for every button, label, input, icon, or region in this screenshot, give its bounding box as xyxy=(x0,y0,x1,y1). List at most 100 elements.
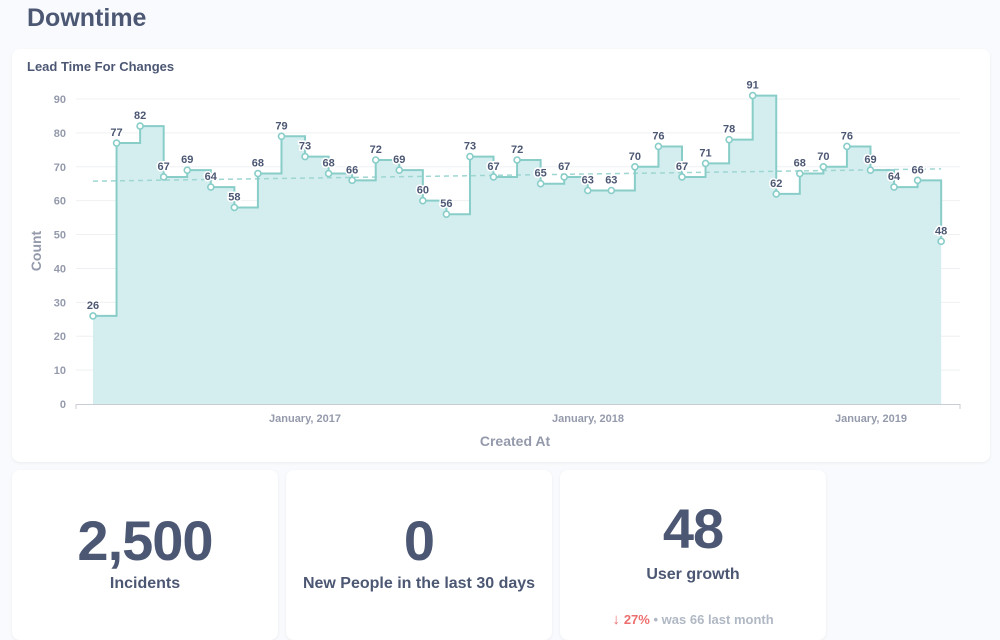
data-point xyxy=(112,139,121,147)
kpi-value-new-people: 0 xyxy=(403,509,435,572)
data-point xyxy=(866,166,875,174)
kpi-value-user-growth: 48 xyxy=(662,497,724,560)
data-point xyxy=(489,173,498,181)
y-tick-label: 90 xyxy=(54,94,66,106)
lead-time-chart[interactable]: 0 10 20 30 40 50 60 70 80 90 January, 2017 January,… xyxy=(12,49,990,462)
data-point xyxy=(536,179,545,188)
data-point xyxy=(277,132,286,141)
data-point xyxy=(583,186,592,195)
data-label: 56 xyxy=(440,198,452,210)
data-point xyxy=(678,173,686,181)
data-label: 71 xyxy=(699,147,711,159)
data-label: 67 xyxy=(558,161,570,173)
data-point xyxy=(607,186,616,195)
data-label: 64 xyxy=(205,171,218,183)
data-label: 70 xyxy=(629,151,641,163)
y-tick-label: 80 xyxy=(54,128,66,140)
data-point xyxy=(89,312,97,320)
y-axis-title: Count xyxy=(28,230,44,271)
data-point xyxy=(631,162,639,171)
kpi-label-incidents: Incidents xyxy=(109,575,181,592)
kpi-trend: ↓ 27% • was 66 last month xyxy=(560,611,826,628)
data-point xyxy=(207,183,215,191)
data-label: 67 xyxy=(158,161,170,173)
kpi-label-new-people: New People in the last 30 days xyxy=(302,575,536,592)
trend-period: last month xyxy=(707,612,774,627)
data-label: 60 xyxy=(417,185,429,197)
data-label: 91 xyxy=(747,80,759,92)
data-point xyxy=(136,122,144,130)
area-fill xyxy=(93,95,942,404)
data-label: 68 xyxy=(252,158,264,170)
y-tick-label: 50 xyxy=(54,230,66,242)
chart-card[interactable]: Lead Time For Changes 0 10 20 30 40 50 60 70 80 9… xyxy=(12,49,990,462)
y-tick-label: 10 xyxy=(54,365,66,377)
kpi-card-incidents[interactable]: 2,500 Incidents xyxy=(12,470,278,640)
data-label: 76 xyxy=(841,130,853,142)
x-axis-title: Created At xyxy=(480,433,551,449)
data-label: 66 xyxy=(346,164,358,176)
data-point xyxy=(419,196,427,205)
x-tick-label: January, 2018 xyxy=(552,413,624,425)
data-label: 67 xyxy=(676,161,688,173)
data-label: 73 xyxy=(464,141,476,153)
chart-title[interactable]: Lead Time For Changes xyxy=(27,59,175,74)
y-tick-label: 70 xyxy=(54,162,66,174)
data-point xyxy=(890,183,898,191)
data-label: 82 xyxy=(134,110,146,122)
data-point xyxy=(937,237,945,246)
data-point xyxy=(819,162,828,171)
data-label: 68 xyxy=(794,158,806,170)
kpi-card-user-growth[interactable]: 48 User growth ↓ 27% • was 66 last month xyxy=(560,470,826,640)
data-label: 72 xyxy=(370,144,382,156)
data-point xyxy=(254,169,262,178)
y-tick-label: 20 xyxy=(54,331,66,343)
data-point xyxy=(348,176,356,185)
data-label: 64 xyxy=(888,171,901,183)
data-label: 66 xyxy=(911,164,923,176)
page-title: Downtime xyxy=(27,4,147,32)
data-label: 78 xyxy=(723,124,735,136)
data-point xyxy=(513,156,521,164)
data-label: 65 xyxy=(535,168,547,180)
data-label: 63 xyxy=(582,175,594,187)
data-label: 70 xyxy=(817,151,829,163)
data-label: 26 xyxy=(87,300,99,312)
y-tick-label: 30 xyxy=(54,297,66,309)
data-point xyxy=(725,135,733,144)
data-point xyxy=(913,176,922,185)
data-label: 69 xyxy=(181,154,193,166)
data-point xyxy=(159,173,168,181)
data-point xyxy=(442,210,451,219)
data-label: 62 xyxy=(770,178,782,190)
data-point xyxy=(395,166,404,174)
y-tick-label: 60 xyxy=(54,196,66,208)
data-label: 68 xyxy=(322,158,334,170)
data-label: 69 xyxy=(864,154,876,166)
kpi-value-incidents: 2,500 xyxy=(77,509,213,572)
x-tick-label: January, 2017 xyxy=(269,413,341,425)
data-point xyxy=(843,142,851,151)
data-label: 76 xyxy=(652,130,664,142)
kpi-label-user-growth: User growth xyxy=(646,566,740,583)
y-tick-label: 40 xyxy=(54,263,66,275)
data-label: 63 xyxy=(605,175,617,187)
x-tick-label: January, 2019 xyxy=(835,413,907,425)
data-point xyxy=(324,169,333,178)
data-point xyxy=(183,166,192,174)
data-point xyxy=(230,203,239,212)
trend-separator: • xyxy=(653,612,659,627)
kpi-card-new-people[interactable]: 0 New People in the last 30 days xyxy=(286,470,552,640)
data-point xyxy=(301,152,309,161)
arrow-down-icon: ↓ xyxy=(612,611,620,628)
data-point xyxy=(748,91,757,100)
data-label: 58 xyxy=(228,191,240,203)
data-point xyxy=(701,159,710,168)
data-label: 72 xyxy=(511,144,523,156)
data-point xyxy=(371,156,380,164)
data-label: 67 xyxy=(487,161,499,173)
data-point xyxy=(772,190,781,198)
data-label: 79 xyxy=(275,120,287,132)
data-point xyxy=(795,169,804,178)
data-point xyxy=(560,173,569,181)
